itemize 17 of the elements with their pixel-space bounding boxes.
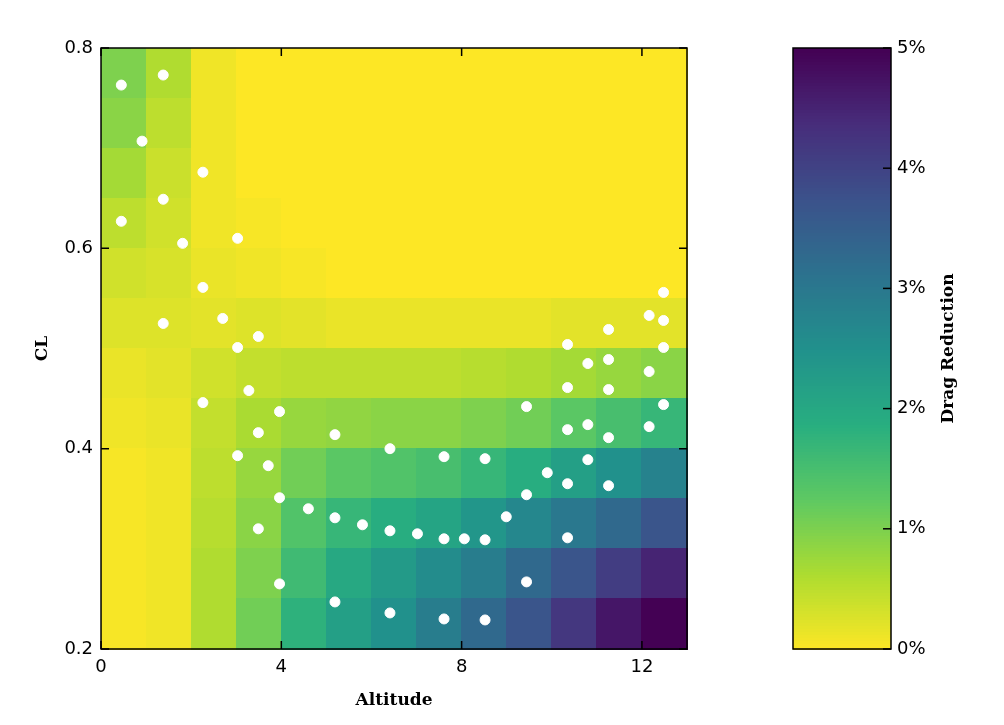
y-axis-title: CL [30, 335, 51, 362]
y-tick-label: 0.4 [64, 436, 94, 458]
color-bar-label: 0% [897, 636, 926, 658]
x-tick-label: 8 [455, 655, 468, 677]
x-tick-label: 12 [630, 655, 654, 677]
x-tick-label: 0 [95, 655, 107, 677]
color-bar-label: 4% [897, 155, 926, 177]
x-axis-title: Altitude [354, 689, 433, 710]
x-tick-label: 4 [275, 655, 288, 677]
color-bar-label: 1% [897, 516, 926, 538]
color-bar-title: Drag Reduction [937, 273, 958, 424]
color-bar-label: 3% [897, 276, 926, 298]
color-bar-label: 2% [897, 396, 926, 418]
y-tick-label: 0.8 [64, 35, 94, 57]
y-tick-label: 0.6 [64, 236, 94, 258]
color-bar-label: 5% [897, 35, 926, 57]
y-tick-label: 0.2 [64, 636, 94, 658]
